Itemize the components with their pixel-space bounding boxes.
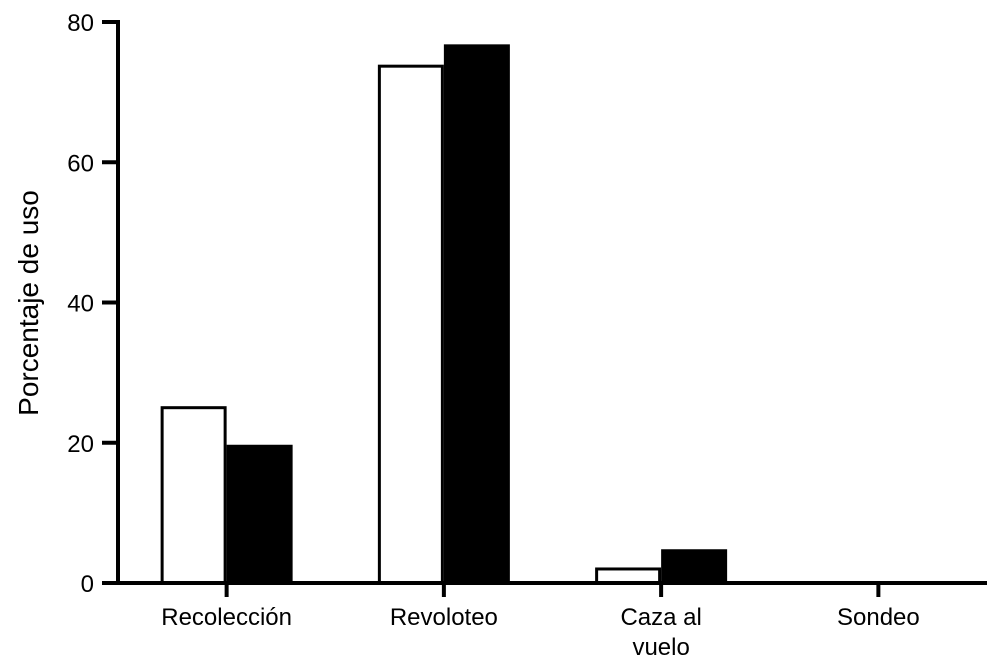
- x-tick-label-line: Caza al: [620, 604, 701, 631]
- y-tick-label: 0: [81, 571, 94, 598]
- y-tick-label: 60: [67, 150, 94, 177]
- bar-series1-0: [160, 406, 227, 585]
- y-tick-label: 20: [67, 431, 94, 458]
- x-tick-label-line: Recolección: [161, 604, 292, 631]
- y-tick-label: 40: [67, 291, 94, 318]
- bar-series2-1: [443, 44, 510, 585]
- y-axis-title: Porcentaje de uso: [13, 190, 44, 416]
- x-tick-label: Recolección: [161, 604, 292, 631]
- x-tick-label-line: Sondeo: [837, 604, 920, 631]
- bar-series1-2: [595, 567, 662, 585]
- x-tick-label-line: Revoloteo: [390, 604, 498, 631]
- x-tick-label: Caza al vuelo: [620, 604, 701, 661]
- x-tick-label: Revoloteo: [390, 604, 498, 631]
- x-axis: Recolección Revoloteo Caza al vuelo Sondeo: [116, 581, 987, 661]
- y-tick-label: 80: [67, 10, 94, 37]
- x-tick-label: Sondeo: [837, 604, 920, 631]
- bar-series2-0: [226, 444, 293, 585]
- bar-series2-2: [661, 549, 728, 585]
- bars: [160, 44, 728, 585]
- x-tick-label-line: vuelo: [632, 634, 689, 661]
- bar-series1-1: [377, 64, 444, 585]
- y-axis: 0 20 40 60 80: [67, 10, 120, 598]
